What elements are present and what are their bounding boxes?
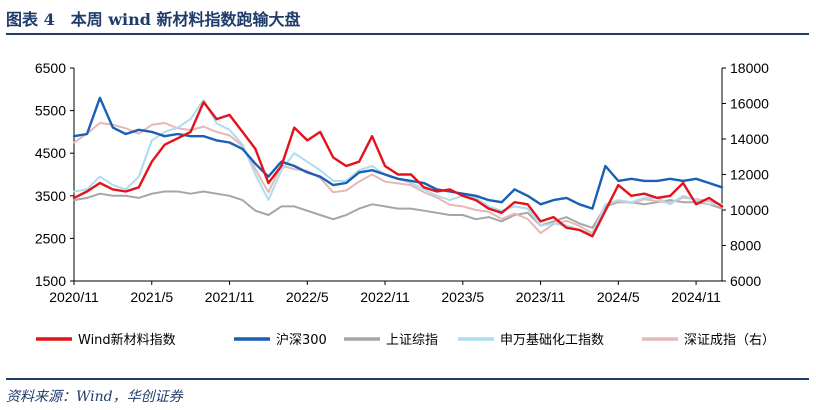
series-line-3 bbox=[73, 99, 723, 236]
y-right-tick-label: 18000 bbox=[730, 60, 769, 76]
x-tick-label: 2023/11 bbox=[516, 289, 566, 305]
x-tick-label: 2024/11 bbox=[671, 289, 721, 305]
y-right-tick-label: 14000 bbox=[730, 131, 769, 147]
footer-divider bbox=[6, 378, 809, 380]
y-left-tick-label: 4500 bbox=[35, 145, 66, 161]
series-line-2 bbox=[73, 190, 723, 229]
y-right-tick-label: 6000 bbox=[730, 273, 761, 289]
x-tick-label: 2022/11 bbox=[360, 289, 410, 305]
figure-title: 图表 4 本周 wind 新材料指数跑输大盘 bbox=[6, 10, 301, 29]
y-right-tick-label: 12000 bbox=[730, 167, 769, 183]
y-left-tick-label: 1500 bbox=[35, 273, 66, 289]
line-chart: 1500 2500 3500 4500 5500 6500 6000 8000 10000 120… bbox=[35, 60, 775, 348]
x-tick-label: 2021/11 bbox=[205, 289, 255, 305]
legend-label-1: 沪深300 bbox=[276, 332, 327, 348]
x-tick-label: 2022/5 bbox=[286, 289, 329, 305]
series-line-1 bbox=[72, 96, 724, 210]
source-note: 资料来源：Wind，华创证券 bbox=[6, 389, 183, 405]
legend-label-4: 深证成指（右） bbox=[684, 333, 775, 348]
x-tick-label: 2023/5 bbox=[441, 289, 484, 305]
chart-axes: 1500 2500 3500 4500 5500 6500 6000 8000 10000 120… bbox=[35, 60, 769, 305]
x-tick-label: 2021/5 bbox=[130, 289, 173, 305]
legend-label-0: Wind新材料指数 bbox=[78, 332, 176, 348]
y-right-tick-label: 10000 bbox=[730, 202, 769, 218]
y-left-tick-label: 2500 bbox=[35, 230, 66, 246]
chart-series-lines bbox=[72, 96, 724, 238]
x-tick-label: 2020/11 bbox=[49, 289, 99, 305]
y-left-tick-label: 5500 bbox=[35, 103, 66, 119]
series-line-0 bbox=[72, 100, 724, 238]
x-tick-label: 2024/5 bbox=[597, 289, 640, 305]
y-left-tick-label: 3500 bbox=[35, 188, 66, 204]
legend-label-3: 申万基础化工指数 bbox=[500, 333, 604, 348]
title-divider bbox=[6, 33, 809, 35]
chart-legend: Wind新材料指数 沪深300 上证综指 申万基础化工指数 深证成指（右） bbox=[36, 332, 775, 348]
legend-label-2: 上证综指 bbox=[386, 333, 438, 348]
y-right-tick-label: 8000 bbox=[730, 238, 761, 254]
y-right-tick-label: 16000 bbox=[730, 96, 769, 112]
y-left-tick-label: 6500 bbox=[35, 60, 66, 76]
